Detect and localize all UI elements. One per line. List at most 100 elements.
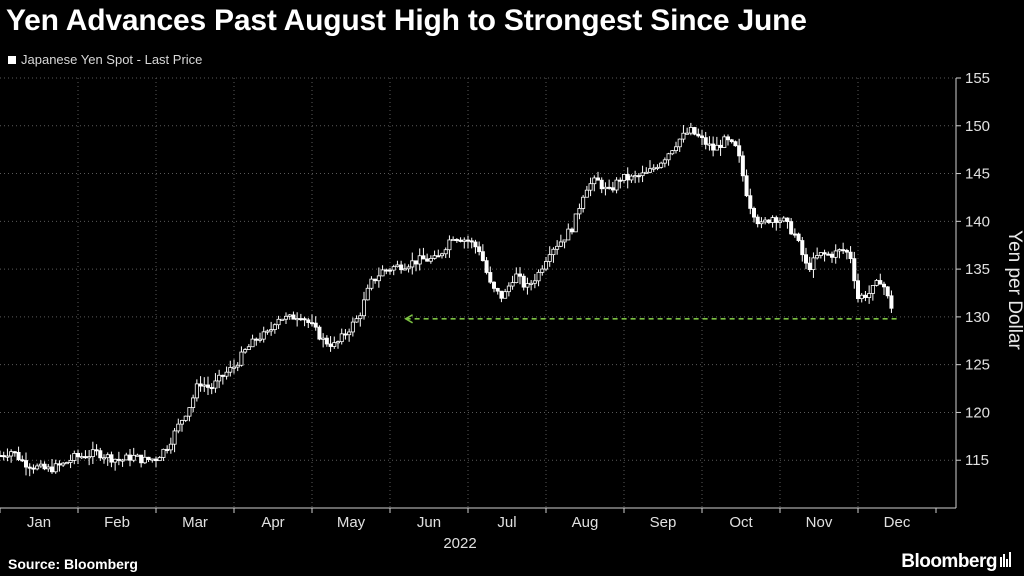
candle-body — [447, 239, 452, 251]
candle-body — [662, 159, 667, 164]
candle-body — [692, 127, 697, 135]
candle-body — [859, 294, 864, 300]
candle-body — [306, 319, 311, 323]
candle-body — [469, 240, 474, 243]
candle-body — [291, 314, 296, 320]
candle-body — [681, 132, 686, 140]
candle-body — [94, 449, 99, 452]
candle-body — [707, 143, 712, 146]
candle-body — [454, 239, 459, 242]
candle-body — [124, 454, 129, 461]
candle-body — [748, 195, 753, 209]
candle-body — [150, 458, 155, 461]
candle-body — [674, 146, 679, 152]
candle-body — [618, 179, 623, 182]
candle-body — [555, 245, 560, 250]
candle-body — [139, 454, 144, 464]
candle-body — [328, 343, 333, 347]
candle-body — [807, 262, 812, 271]
candle-body — [770, 217, 775, 223]
candle-body — [205, 384, 210, 388]
candle-body — [521, 275, 526, 288]
candle-body — [231, 366, 236, 369]
candle-body — [536, 271, 541, 282]
candle-body — [142, 456, 147, 464]
y-tick-label: 125 — [965, 357, 990, 374]
candle-body — [666, 153, 671, 161]
candle-body — [714, 144, 719, 151]
candle-body — [640, 172, 645, 177]
candle-body — [61, 462, 66, 466]
candle-body — [889, 295, 894, 309]
candle-body — [491, 281, 496, 289]
candle-body — [254, 338, 259, 341]
candle-body — [837, 249, 842, 252]
candle-body — [826, 253, 831, 256]
x-tick-label: Aug — [572, 514, 599, 531]
candle-body — [358, 315, 363, 320]
candle-body — [272, 324, 277, 330]
candle-body — [518, 273, 523, 277]
legend-swatch — [8, 55, 16, 64]
candle-body — [443, 249, 448, 255]
candle-body — [302, 318, 307, 321]
candle-body — [38, 463, 43, 467]
candle-body — [596, 177, 601, 181]
candle-body — [309, 322, 314, 325]
candle-body — [68, 460, 73, 463]
candle-body — [202, 384, 207, 387]
candle-body — [313, 322, 318, 328]
candle-body — [584, 189, 589, 198]
candle-body — [503, 291, 508, 299]
candle-body — [629, 175, 634, 181]
candle-body — [20, 459, 25, 462]
candle-body — [343, 333, 348, 336]
candle-body — [57, 463, 62, 466]
candle-body — [792, 233, 797, 236]
candle-body — [729, 139, 734, 143]
candle-body — [116, 458, 121, 461]
x-tick-label: Nov — [806, 514, 833, 531]
candle-body — [726, 136, 731, 141]
candles — [0, 122, 894, 477]
candle-body — [752, 208, 757, 218]
candle-body — [194, 383, 199, 399]
candle-body — [488, 272, 493, 283]
reference-arrow-icon — [404, 314, 413, 324]
candle-body — [506, 285, 511, 293]
candle-body — [551, 248, 556, 256]
candle-body — [778, 220, 783, 223]
candle-body — [755, 216, 760, 225]
candle-body — [815, 255, 820, 259]
candle-body — [387, 269, 392, 272]
candle-body — [50, 466, 55, 473]
candle-body — [436, 255, 441, 258]
candle-body — [603, 186, 608, 190]
candle-body — [570, 228, 575, 233]
candle-body — [276, 318, 281, 326]
candle-body — [168, 443, 173, 451]
candle-body — [510, 282, 515, 287]
candle-body — [885, 286, 890, 297]
candle-body — [599, 179, 604, 190]
candle-body — [822, 252, 827, 255]
candle-body — [380, 269, 385, 277]
y-tick-label: 155 — [965, 70, 990, 87]
y-tick-label: 130 — [965, 309, 990, 326]
candle-body — [428, 258, 433, 262]
candle-body — [659, 162, 664, 168]
candle-body — [867, 293, 872, 298]
candle-body — [722, 136, 727, 148]
candle-body — [841, 249, 846, 252]
candle-body — [317, 326, 322, 340]
candle-body — [157, 457, 162, 462]
candle-body — [46, 466, 51, 470]
y-axis-label: Yen per Dollar — [1004, 230, 1024, 350]
x-tick-label: Jun — [417, 514, 441, 531]
candle-body — [153, 458, 158, 462]
candle-body — [79, 456, 84, 459]
candle-body — [224, 371, 229, 377]
y-tick-label: 140 — [965, 213, 990, 230]
candle-body — [711, 143, 716, 151]
candle-body — [417, 255, 422, 265]
